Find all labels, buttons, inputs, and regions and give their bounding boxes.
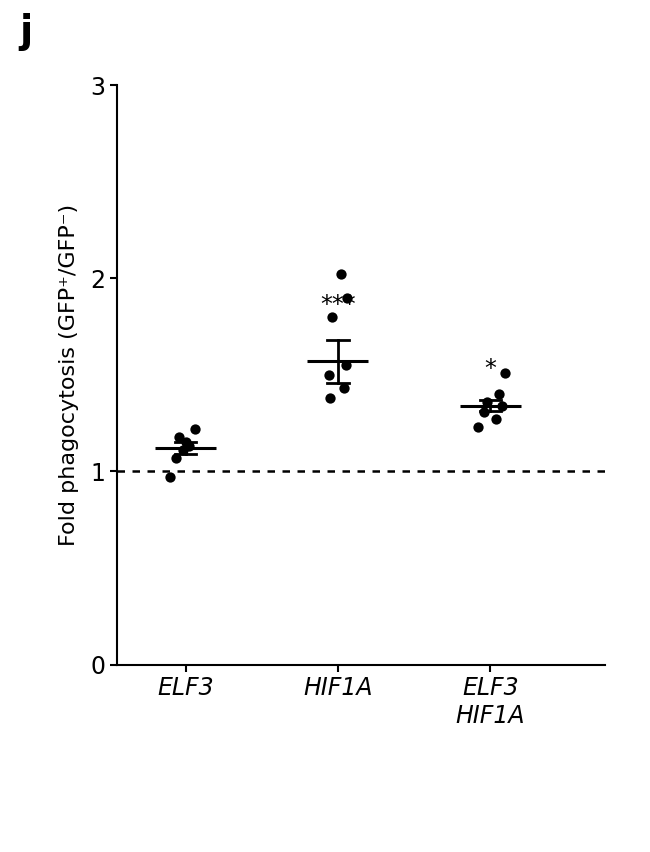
Point — [183, 440, 194, 453]
Point — [500, 366, 511, 380]
Point — [190, 422, 200, 435]
Point — [473, 420, 483, 434]
Y-axis label: Fold phagocytosis (GFP⁺/GFP⁻): Fold phagocytosis (GFP⁺/GFP⁻) — [59, 204, 79, 546]
Point — [180, 435, 190, 449]
Point — [491, 412, 502, 426]
Point — [482, 395, 493, 409]
Point — [341, 359, 351, 372]
Point — [326, 310, 337, 324]
Point — [171, 451, 181, 464]
Point — [324, 368, 334, 382]
Text: ***: *** — [320, 293, 356, 317]
Point — [494, 388, 504, 401]
Point — [174, 430, 185, 444]
Point — [336, 268, 346, 281]
Point — [177, 443, 188, 457]
Text: *: * — [484, 357, 496, 381]
Point — [325, 391, 335, 405]
Point — [165, 470, 176, 484]
Point — [497, 399, 508, 412]
Point — [339, 382, 349, 395]
Point — [342, 291, 352, 304]
Point — [479, 405, 489, 418]
Text: j: j — [20, 13, 32, 51]
